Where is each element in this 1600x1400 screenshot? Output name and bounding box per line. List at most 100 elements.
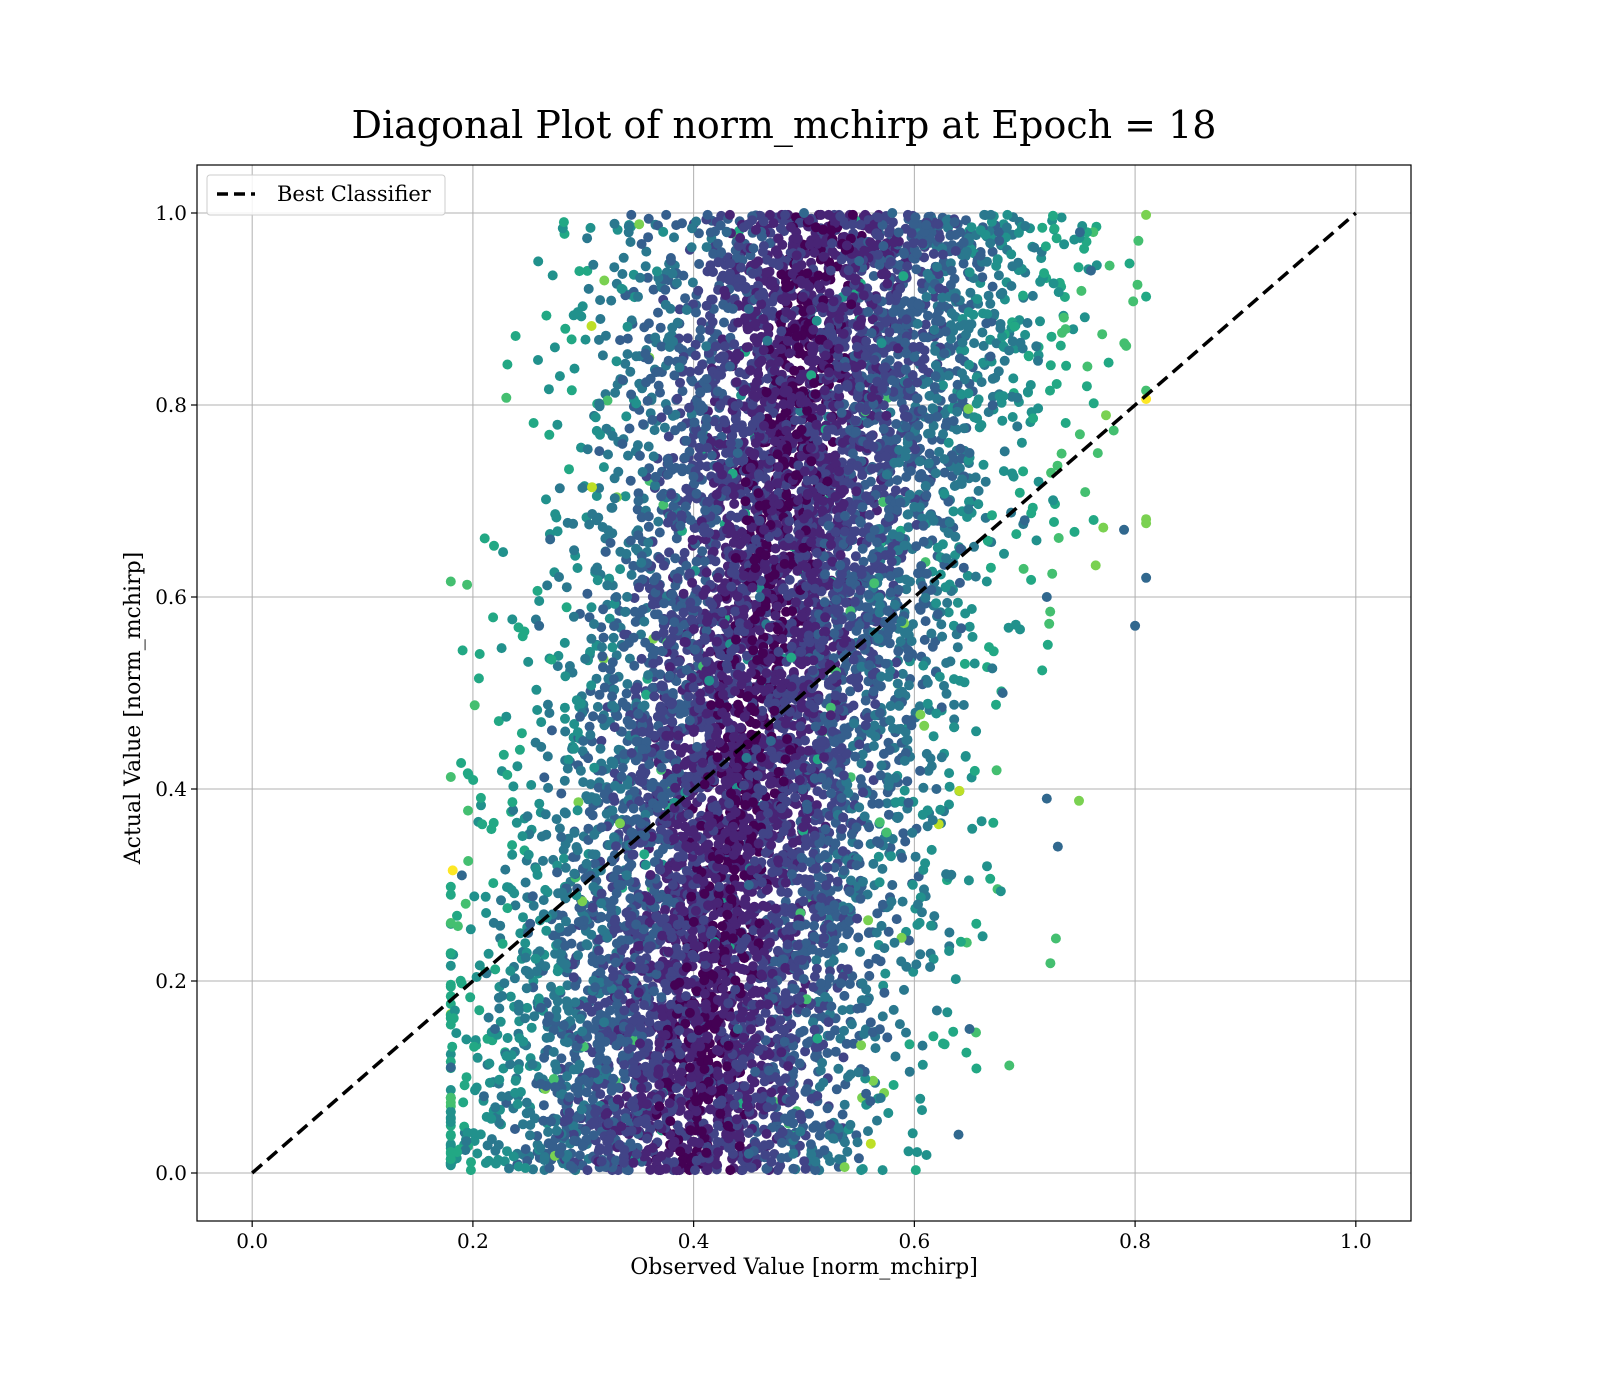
scatter-point <box>694 259 705 269</box>
scatter-point <box>1033 476 1044 487</box>
scatter-point <box>898 828 909 839</box>
scatter-point <box>583 283 594 294</box>
scatter-point <box>548 1047 559 1057</box>
scatter-point <box>1011 529 1022 540</box>
scatter-point <box>533 256 544 267</box>
chart-title: Diagonal Plot of norm_mchirp at Epoch = … <box>352 103 1217 148</box>
scatter-point <box>559 637 570 648</box>
scatter-point <box>1042 639 1053 650</box>
scatter-point <box>682 333 693 344</box>
scatter-point <box>447 865 458 876</box>
scatter-point <box>1124 258 1135 269</box>
scatter-point <box>808 1017 818 1028</box>
scatter-point <box>544 429 555 440</box>
scatter-point <box>839 1025 849 1036</box>
scatter-point <box>982 861 992 872</box>
scatter-point <box>737 1165 748 1176</box>
scatter-point <box>762 373 773 384</box>
scatter-point <box>998 466 1009 477</box>
scatter-point <box>1108 425 1119 436</box>
scatter-point <box>648 284 659 295</box>
scatter-point <box>641 246 652 257</box>
scatter-point <box>960 751 971 761</box>
scatter-point <box>1074 795 1084 806</box>
scatter-point <box>522 1002 533 1013</box>
scatter-point <box>1053 533 1064 543</box>
scatter-point <box>1033 403 1044 414</box>
scatter-point <box>659 740 669 751</box>
scatter-point <box>900 836 911 847</box>
scatter-point <box>532 585 543 596</box>
scatter-point <box>857 470 868 481</box>
scatter-point <box>598 462 609 473</box>
scatter-point <box>613 466 624 477</box>
scatter-point <box>538 855 548 866</box>
scatter-point <box>883 809 894 820</box>
scatter-point <box>588 711 599 722</box>
scatter-point <box>532 705 543 715</box>
scatter-point <box>461 1072 472 1083</box>
scatter-point <box>729 498 740 509</box>
scatter-point <box>1027 290 1038 301</box>
scatter-point <box>508 781 519 792</box>
scatter-point <box>584 721 595 732</box>
scatter-point <box>612 711 623 722</box>
scatter-point <box>758 900 769 911</box>
scatter-point <box>967 631 978 642</box>
scatter-point <box>502 1146 512 1157</box>
scatter-point <box>483 948 494 959</box>
scatter-point <box>525 918 536 929</box>
scatter-point <box>917 1105 927 1116</box>
scatter-point <box>1060 418 1071 428</box>
scatter-point <box>617 803 628 814</box>
scatter-point <box>528 1164 538 1175</box>
scatter-point <box>760 1007 771 1018</box>
scatter-point <box>921 292 932 302</box>
scatter-point <box>987 281 998 292</box>
scatter-point <box>595 314 606 324</box>
scatter-point <box>680 293 691 304</box>
scatter-point <box>490 964 501 975</box>
scatter-point <box>890 1051 901 1062</box>
scatter-point <box>912 1147 923 1158</box>
scatter-point <box>1074 429 1085 440</box>
scatter-point <box>469 1041 480 1052</box>
scatter-point <box>606 295 617 306</box>
scatter-point <box>907 827 918 838</box>
scatter-point <box>510 1124 520 1134</box>
scatter-point <box>598 632 609 643</box>
scatter-point <box>901 961 912 972</box>
scatter-point <box>891 914 902 925</box>
scatter-point <box>691 216 702 227</box>
scatter-point <box>497 938 508 949</box>
scatter-point <box>784 574 795 585</box>
scatter-point <box>1040 241 1051 252</box>
scatter-point <box>871 927 882 938</box>
scatter-point <box>919 634 930 645</box>
scatter-point <box>636 239 647 249</box>
scatter-point <box>923 458 934 469</box>
scatter-point <box>585 779 596 790</box>
scatter-point <box>817 1057 828 1068</box>
scatter-point <box>901 1027 911 1038</box>
scatter-point <box>936 619 947 630</box>
scatter-point <box>622 591 633 602</box>
scatter-point <box>534 798 545 809</box>
scatter-point <box>755 1016 766 1027</box>
scatter-point <box>917 1040 928 1051</box>
scatter-point <box>629 786 640 797</box>
scatter-point <box>648 451 659 462</box>
scatter-point <box>907 1128 918 1139</box>
scatter-point <box>551 814 562 825</box>
scatter-point <box>941 688 952 699</box>
scatter-point <box>910 1165 921 1176</box>
scatter-point <box>921 1150 932 1160</box>
scatter-point <box>620 491 631 502</box>
scatter-point <box>1007 412 1018 422</box>
scatter-point <box>936 752 947 763</box>
scatter-point <box>865 1017 876 1028</box>
scatter-point <box>1045 385 1055 396</box>
scatter-point <box>706 450 717 461</box>
scatter-point <box>640 809 651 820</box>
scatter-point <box>539 772 550 783</box>
